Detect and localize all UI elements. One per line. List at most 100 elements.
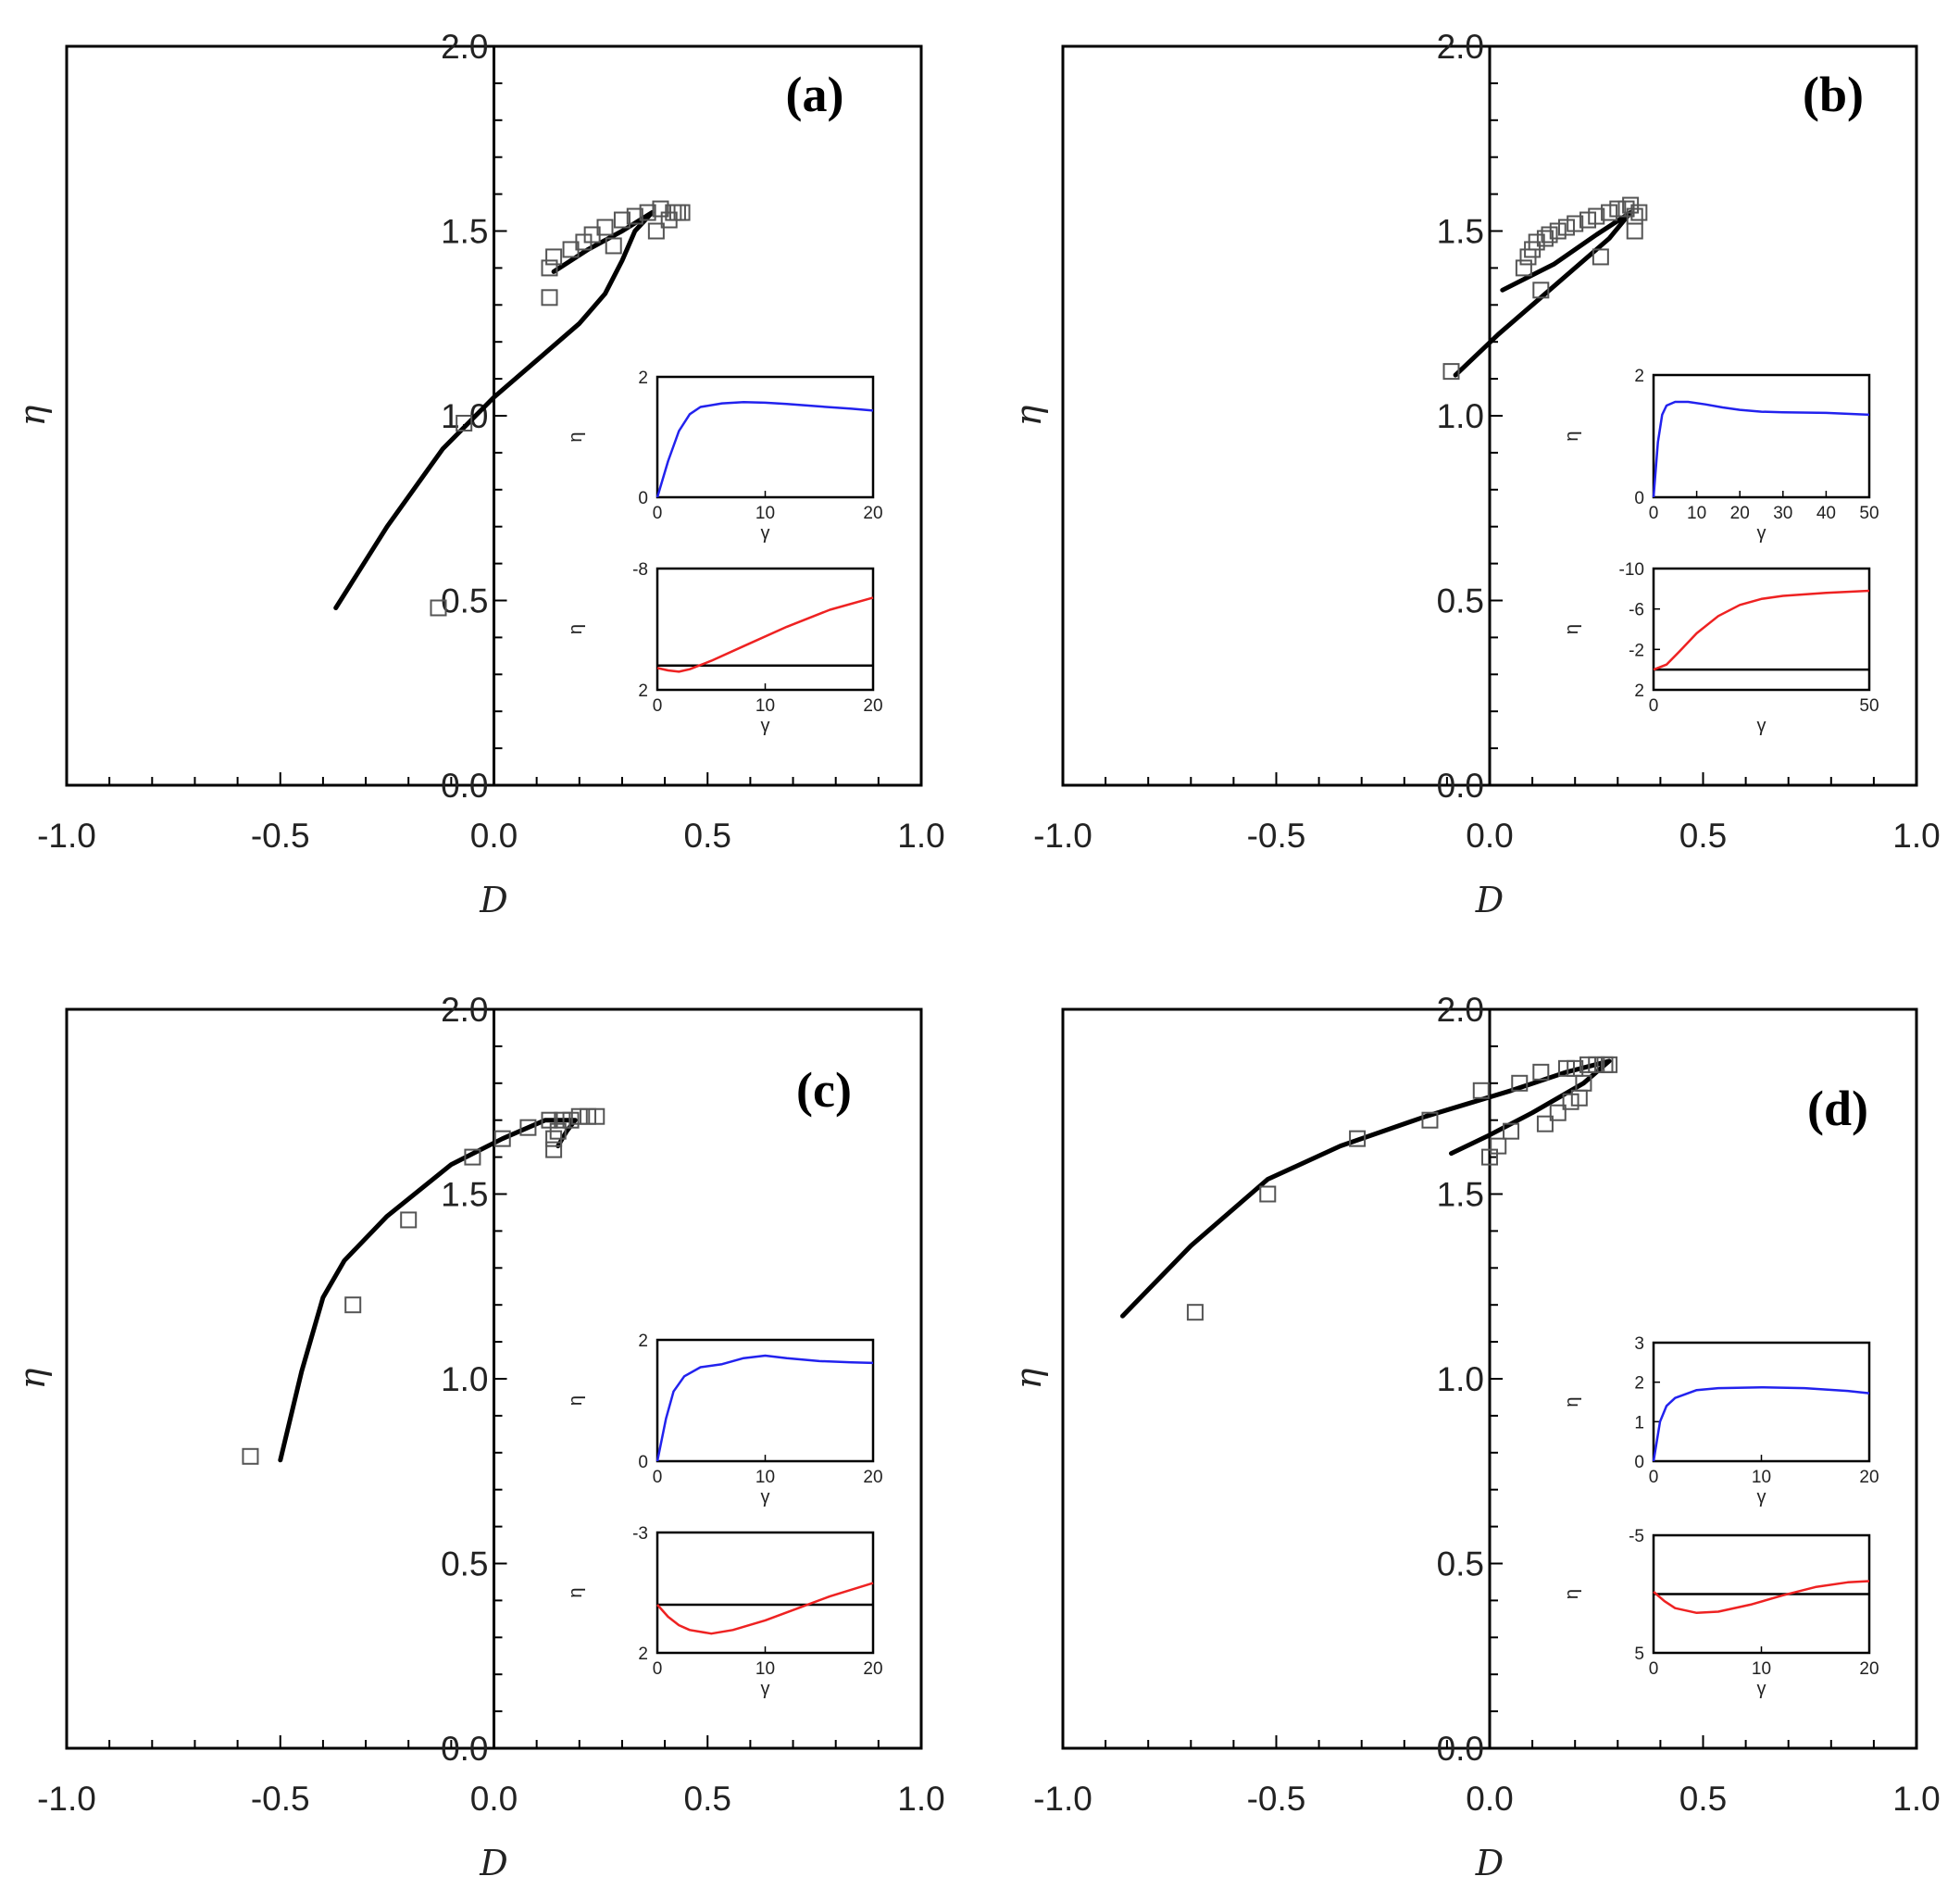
data-point-square (613, 211, 630, 229)
y-tick-label: 1.0 (441, 1360, 488, 1398)
data-point-square (464, 1148, 481, 1166)
data-point-square (1601, 1056, 1618, 1073)
inset-x-tick-label: 20 (1859, 1468, 1879, 1487)
data-point-square (1562, 1093, 1579, 1110)
inset-x-tick-label: 10 (1687, 504, 1706, 523)
y-tick-label: 0.0 (1437, 1730, 1484, 1768)
inset-x-title: γ (761, 523, 770, 544)
data-point-square (1557, 219, 1575, 236)
x-axis-title: D (479, 880, 507, 920)
model-curve (278, 1118, 578, 1463)
inset-x-title: γ (1757, 523, 1766, 544)
data-point-square (1549, 222, 1567, 240)
data-point-square (1511, 1074, 1529, 1092)
data-point-square (242, 1447, 259, 1465)
data-point-square (626, 207, 643, 225)
y-tick-label: 2.0 (1437, 991, 1484, 1029)
inset-frame (655, 567, 875, 692)
data-point-square (1575, 1074, 1592, 1092)
panel-label: (c) (796, 1062, 852, 1118)
inset-x-title: γ (761, 1679, 770, 1699)
inset-top: 0 10 20 0 1 2 3 γ η (1562, 1334, 1879, 1507)
data-point-square (570, 1107, 588, 1125)
inset-x-tick-label: 0 (1649, 1659, 1659, 1679)
x-tick-label: -1.0 (37, 817, 96, 855)
panel-label: (d) (1807, 1081, 1868, 1136)
data-point-square (1630, 204, 1648, 221)
inset-x-tick-label: 10 (1752, 1659, 1771, 1679)
inset-x-tick-label: 20 (1859, 1659, 1879, 1679)
data-point-square (1515, 259, 1532, 277)
inset-y-tick-label: 2 (638, 1645, 648, 1664)
inset-x-tick-label: 0 (1649, 1468, 1659, 1487)
data-point-square (639, 204, 656, 221)
inset-bottom: 0 50 -10 -6 -2 2 γ η (1562, 560, 1879, 736)
inset-x-tick-label: 20 (863, 1468, 882, 1487)
y-tick-label: 2.0 (441, 991, 488, 1029)
data-point-square (554, 1111, 571, 1129)
x-tick-label: 0.5 (684, 1780, 731, 1818)
x-tick-label: -1.0 (1033, 1780, 1092, 1818)
inset-frame (1652, 567, 1871, 692)
data-point-square (493, 1130, 511, 1147)
y-tick-label: 0.5 (1437, 1545, 1484, 1583)
inset-y-title: η (1562, 624, 1582, 634)
inset-x-tick-label: 0 (653, 504, 663, 523)
inset-y-tick-label: -5 (1629, 1527, 1644, 1546)
data-point-square (1626, 207, 1643, 225)
data-point-square (596, 219, 614, 236)
inset-y-tick-label: 2 (1634, 367, 1644, 386)
inset-x-tick-label: 0 (653, 1468, 663, 1487)
y-tick-label: 0.5 (441, 1545, 488, 1583)
data-point-square (1592, 248, 1609, 266)
data-point-square (1532, 1063, 1550, 1081)
inset-top: 0 10 20 0 2 γ η (566, 1332, 883, 1507)
inset-x-tick-label: 30 (1773, 504, 1792, 523)
inset-y-tick-label: 0 (1634, 1453, 1644, 1472)
data-point-square (1579, 211, 1597, 229)
inset-x-tick-label: 10 (755, 1659, 775, 1679)
data-point-square (1259, 1185, 1277, 1203)
data-point-square (344, 1296, 362, 1314)
y-tick-label: 1.5 (441, 1176, 488, 1214)
x-tick-label: 1.0 (897, 817, 944, 855)
inset-curve (656, 596, 874, 673)
inset-curve (655, 401, 874, 498)
data-point-square (1442, 363, 1460, 381)
x-tick-label: 0.5 (1679, 1780, 1727, 1818)
inset-y-tick-label: -8 (632, 560, 648, 580)
inset-x-tick-label: 0 (1649, 504, 1659, 523)
inset-y-tick-label: 0 (1634, 489, 1644, 508)
inset-x-tick-label: 10 (755, 1468, 775, 1487)
data-point-square (541, 289, 558, 306)
panel-4: -1.0 -0.5 0.0 0.5 1.00.00.51.01.52.0Dη(d)0 10… (1008, 991, 1941, 1883)
data-point-square (1481, 1148, 1498, 1166)
y-tick-label: 0.5 (441, 582, 488, 620)
inset-bottom: 0 10 20 -5 5 γ η (1562, 1527, 1879, 1699)
x-axis-title: D (479, 1843, 507, 1883)
y-axis-title: η (1008, 405, 1049, 426)
inset-x-tick-label: 0 (1649, 696, 1659, 716)
data-point-square (1588, 207, 1605, 225)
inset-y-tick-label: 2 (638, 369, 648, 388)
y-tick-label: 0.0 (441, 1730, 488, 1768)
data-point-square (430, 599, 447, 617)
y-tick-label: 0.5 (1437, 582, 1484, 620)
inset-curve (1652, 400, 1870, 498)
inset-frame (655, 1531, 875, 1655)
data-point-square (1579, 1056, 1597, 1073)
y-tick-label: 1.0 (1437, 397, 1484, 435)
inset-y-title: η (1562, 1396, 1582, 1407)
data-point-square (647, 222, 665, 240)
y-tick-label: 1.5 (1437, 213, 1484, 251)
inset-frame (1652, 1341, 1871, 1463)
data-point-square (580, 1107, 597, 1125)
x-axis-title: D (1475, 880, 1504, 920)
panel-2: -1.0 -0.5 0.0 0.5 1.0 0.0 0.5 1.0 1.5 2.0 Dη (b) 0 10… (1008, 28, 1941, 920)
panel-1: -1.0 -0.5 0.0 0.5 1.00.00.51.01.52.0Dη(a)0 10… (12, 28, 945, 920)
inset-y-tick-label: 0 (638, 489, 648, 508)
inset-x-title: γ (761, 716, 770, 736)
y-tick-label: 0.0 (1437, 767, 1484, 805)
inset-x-tick-label: 10 (755, 504, 775, 523)
